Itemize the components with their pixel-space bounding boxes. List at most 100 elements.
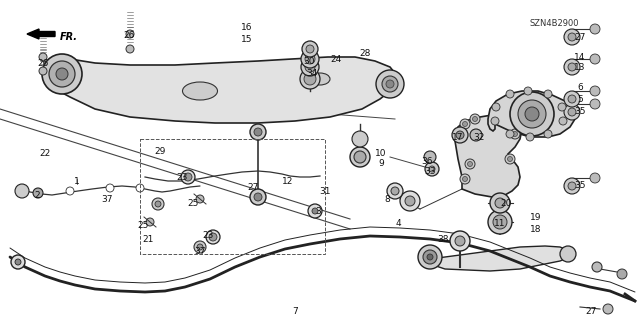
Text: 36: 36 xyxy=(421,157,433,166)
Text: 35: 35 xyxy=(574,182,586,190)
Text: 22: 22 xyxy=(40,150,51,159)
Ellipse shape xyxy=(310,73,330,85)
Circle shape xyxy=(560,246,576,262)
Circle shape xyxy=(66,187,74,195)
Text: 34: 34 xyxy=(307,69,317,78)
Ellipse shape xyxy=(182,82,218,100)
Text: 29: 29 xyxy=(154,146,166,155)
Circle shape xyxy=(450,231,470,251)
Text: SZN4B2900: SZN4B2900 xyxy=(530,19,579,27)
Circle shape xyxy=(305,54,315,64)
Polygon shape xyxy=(52,57,398,123)
Circle shape xyxy=(518,100,546,128)
Text: 27: 27 xyxy=(247,183,259,192)
Circle shape xyxy=(11,255,25,269)
Circle shape xyxy=(488,210,512,234)
Text: 23: 23 xyxy=(202,231,214,240)
Circle shape xyxy=(146,218,154,226)
Circle shape xyxy=(400,191,420,211)
FancyArrow shape xyxy=(27,29,55,39)
Text: 20: 20 xyxy=(500,199,512,209)
Text: 5: 5 xyxy=(577,94,583,103)
Circle shape xyxy=(510,129,520,139)
Text: 23: 23 xyxy=(176,173,188,182)
Circle shape xyxy=(418,245,442,269)
Circle shape xyxy=(525,107,539,121)
Circle shape xyxy=(387,183,403,199)
Circle shape xyxy=(568,63,576,71)
Circle shape xyxy=(590,54,600,64)
Circle shape xyxy=(15,259,21,265)
Circle shape xyxy=(425,162,439,176)
Circle shape xyxy=(568,182,576,190)
Text: 24: 24 xyxy=(330,55,342,63)
Polygon shape xyxy=(488,91,575,137)
Circle shape xyxy=(455,236,465,246)
Text: 7: 7 xyxy=(292,307,298,315)
Circle shape xyxy=(463,176,467,182)
Circle shape xyxy=(386,80,394,88)
Polygon shape xyxy=(455,114,522,197)
Text: 28: 28 xyxy=(359,49,371,58)
Circle shape xyxy=(460,174,470,184)
Circle shape xyxy=(568,95,576,103)
Circle shape xyxy=(301,58,319,76)
Text: 26: 26 xyxy=(124,31,134,40)
Text: 13: 13 xyxy=(574,63,586,71)
Circle shape xyxy=(424,151,436,163)
Circle shape xyxy=(452,127,468,143)
Bar xyxy=(140,139,325,254)
Circle shape xyxy=(106,184,114,192)
Circle shape xyxy=(513,131,518,137)
Circle shape xyxy=(197,244,203,250)
Text: 2: 2 xyxy=(34,190,40,199)
Circle shape xyxy=(544,90,552,98)
Circle shape xyxy=(568,33,576,41)
Circle shape xyxy=(603,304,613,314)
Text: 16: 16 xyxy=(241,24,253,33)
Circle shape xyxy=(304,73,316,85)
Circle shape xyxy=(544,130,552,138)
Circle shape xyxy=(350,147,370,167)
Circle shape xyxy=(506,130,514,138)
Text: 1: 1 xyxy=(74,176,80,186)
Text: 37: 37 xyxy=(195,248,205,256)
Circle shape xyxy=(194,241,206,253)
Circle shape xyxy=(42,54,82,94)
Circle shape xyxy=(427,254,433,260)
Circle shape xyxy=(209,233,217,241)
Polygon shape xyxy=(430,246,570,271)
Circle shape xyxy=(184,173,192,181)
Circle shape xyxy=(590,173,600,183)
Circle shape xyxy=(467,161,472,167)
Circle shape xyxy=(39,67,47,75)
Circle shape xyxy=(505,154,515,164)
Circle shape xyxy=(376,70,404,98)
Circle shape xyxy=(136,184,144,192)
Text: 38: 38 xyxy=(437,235,449,244)
Text: 25: 25 xyxy=(188,198,198,207)
Circle shape xyxy=(126,45,134,53)
Circle shape xyxy=(463,122,467,127)
Text: FR.: FR. xyxy=(60,32,78,42)
Circle shape xyxy=(564,91,580,107)
Text: 27: 27 xyxy=(586,307,596,315)
Circle shape xyxy=(254,193,262,201)
Circle shape xyxy=(306,45,314,53)
Circle shape xyxy=(391,187,399,195)
Circle shape xyxy=(429,166,435,172)
Circle shape xyxy=(559,117,567,125)
Circle shape xyxy=(152,198,164,210)
Circle shape xyxy=(206,230,220,244)
Circle shape xyxy=(564,178,580,194)
Circle shape xyxy=(508,157,513,161)
Text: 6: 6 xyxy=(577,84,583,93)
Circle shape xyxy=(568,108,576,116)
Circle shape xyxy=(196,195,204,203)
Text: 27: 27 xyxy=(574,33,586,41)
Text: 31: 31 xyxy=(319,187,331,196)
Circle shape xyxy=(352,131,368,147)
Circle shape xyxy=(472,116,477,122)
Circle shape xyxy=(590,24,600,34)
Text: 10: 10 xyxy=(375,150,387,159)
